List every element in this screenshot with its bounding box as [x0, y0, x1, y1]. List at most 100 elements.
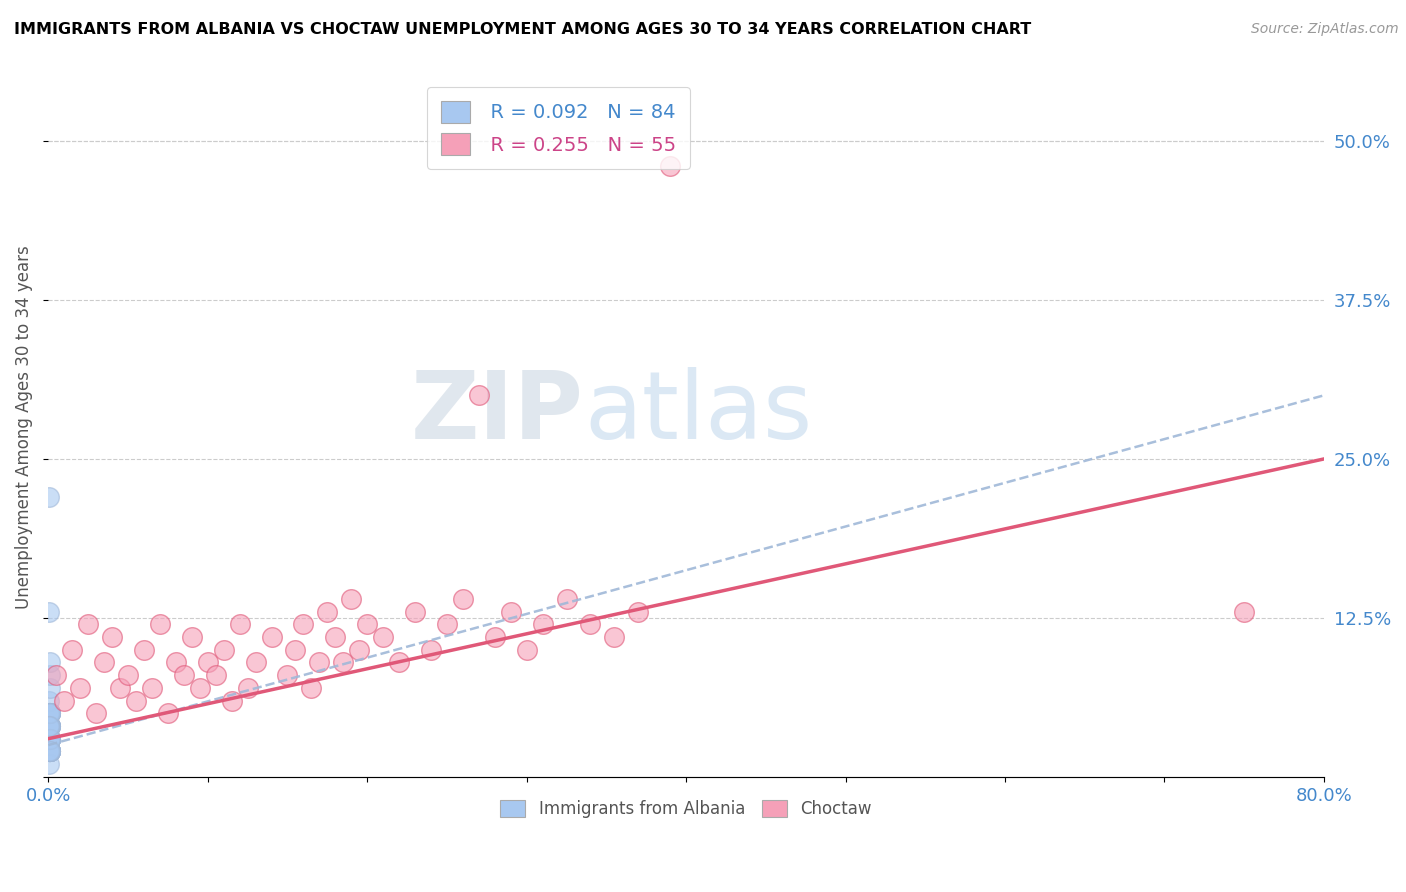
Point [451, 591, 474, 606]
Point [627, 605, 650, 619]
Point [38, 744, 60, 758]
Text: atlas: atlas [583, 368, 813, 459]
Point [420, 642, 443, 657]
Point [38, 731, 60, 746]
Point [228, 617, 250, 632]
Point [38, 744, 60, 758]
Point [38, 706, 60, 721]
Text: ZIP: ZIP [411, 368, 583, 459]
Point [156, 706, 179, 721]
Point [484, 630, 506, 644]
Point [108, 681, 131, 695]
Point [38, 656, 60, 670]
Point [38, 731, 60, 746]
Point [245, 656, 267, 670]
Point [38, 744, 60, 758]
Point [38, 706, 60, 721]
Point [323, 630, 346, 644]
Point [38, 731, 60, 746]
Point [38, 719, 60, 733]
Point [292, 617, 315, 632]
Point [388, 656, 411, 670]
Point [132, 642, 155, 657]
Point [38, 706, 60, 721]
Point [316, 605, 339, 619]
Point [38, 668, 60, 682]
Point [77, 617, 100, 632]
Point [149, 617, 172, 632]
Point [38, 731, 60, 746]
Point [371, 630, 394, 644]
Point [38, 706, 60, 721]
Point [38, 719, 60, 733]
Point [38, 706, 60, 721]
Point [38, 706, 60, 721]
Point [38, 706, 60, 721]
Point [165, 656, 187, 670]
Point [1233, 605, 1256, 619]
Point [299, 681, 322, 695]
Point [38, 731, 60, 746]
Point [436, 617, 458, 632]
Point [39, 731, 62, 746]
Point [38, 744, 60, 758]
Point [69, 681, 91, 695]
Point [38, 731, 60, 746]
Point [38, 744, 60, 758]
Point [38, 719, 60, 733]
Point [45, 668, 67, 682]
Point [579, 617, 602, 632]
Point [38, 731, 60, 746]
Point [117, 668, 139, 682]
Point [38, 731, 60, 746]
Point [141, 681, 163, 695]
Point [38, 731, 60, 746]
Point [39, 706, 62, 721]
Point [468, 388, 491, 402]
Point [173, 668, 195, 682]
Point [340, 591, 363, 606]
Point [38, 731, 60, 746]
Point [38, 744, 60, 758]
Point [38, 744, 60, 758]
Point [38, 744, 60, 758]
Point [38, 731, 60, 746]
Point [356, 617, 378, 632]
Point [38, 719, 60, 733]
Point [38, 706, 60, 721]
Point [38, 744, 60, 758]
Y-axis label: Unemployment Among Ages 30 to 34 years: Unemployment Among Ages 30 to 34 years [15, 245, 32, 609]
Point [38, 744, 60, 758]
Point [53, 693, 76, 707]
Point [38, 681, 60, 695]
Point [38, 693, 60, 707]
Point [188, 681, 211, 695]
Point [38, 744, 60, 758]
Point [38, 731, 60, 746]
Point [38, 744, 60, 758]
Point [38, 719, 60, 733]
Point [38, 719, 60, 733]
Point [38, 605, 60, 619]
Point [101, 630, 124, 644]
Point [38, 731, 60, 746]
Point [38, 744, 60, 758]
Point [38, 744, 60, 758]
Point [38, 719, 60, 733]
Point [204, 668, 226, 682]
Point [38, 731, 60, 746]
Point [38, 744, 60, 758]
Point [60, 642, 83, 657]
Point [38, 744, 60, 758]
Point [38, 719, 60, 733]
Point [38, 731, 60, 746]
Point [125, 693, 148, 707]
Point [38, 719, 60, 733]
Point [84, 706, 107, 721]
Point [603, 630, 626, 644]
Point [38, 706, 60, 721]
Point [404, 605, 426, 619]
Point [38, 731, 60, 746]
Point [38, 731, 60, 746]
Point [38, 719, 60, 733]
